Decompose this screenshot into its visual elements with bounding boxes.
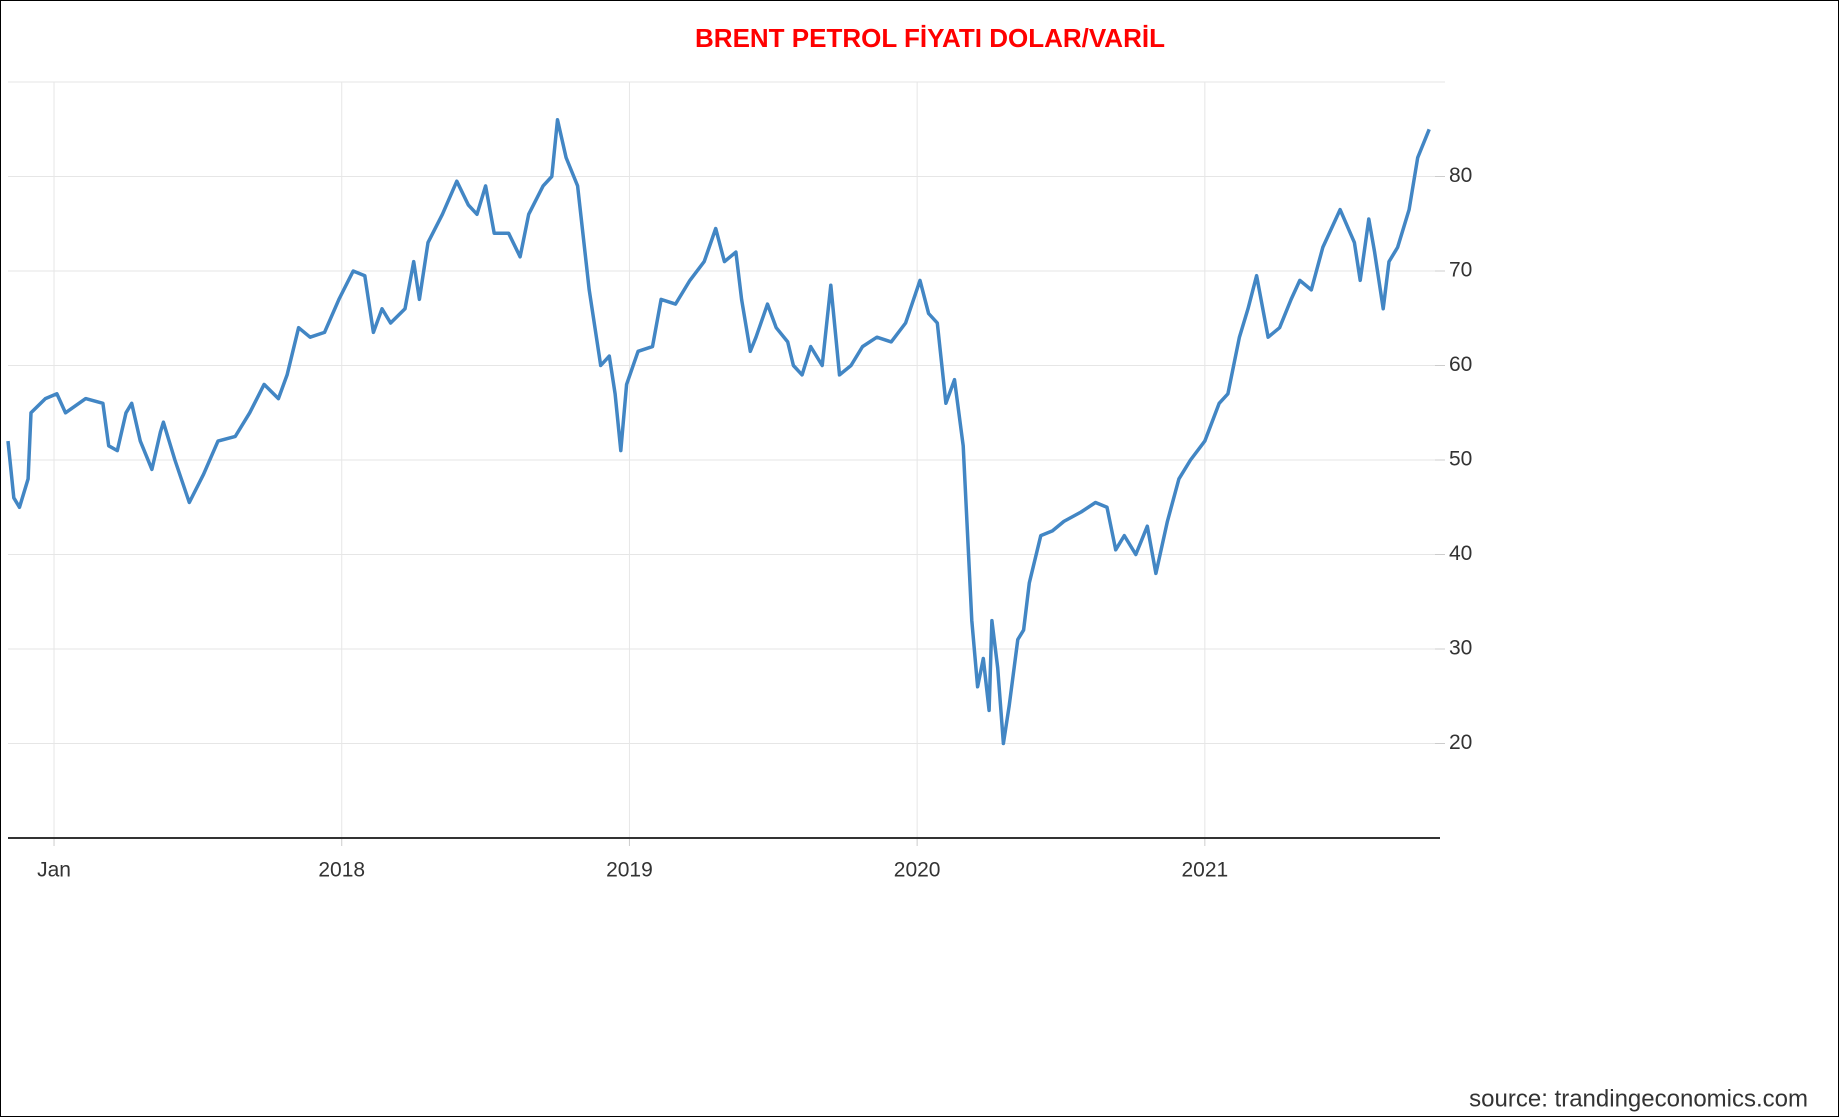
x-tick-label: 2020: [894, 859, 941, 882]
y-tick-label: 60: [1449, 353, 1472, 376]
chart-title: BRENT PETROL FİYATI DOLAR/VARİL: [695, 23, 1165, 53]
y-tick-label: 20: [1449, 731, 1472, 754]
y-tick-label: 30: [1449, 637, 1472, 660]
x-tick-label: 2018: [318, 859, 365, 882]
y-tick-label: 70: [1449, 259, 1472, 282]
y-tick-label: 40: [1449, 542, 1472, 565]
x-tick-label: Jan: [37, 859, 71, 882]
source: source: trandingeconomics.com: [1469, 1085, 1808, 1112]
price-line: [6, 118, 1431, 746]
x-tick-label: 2019: [606, 859, 653, 882]
y-tick-label: 80: [1449, 164, 1472, 187]
x-tick-label: 2021: [1181, 859, 1228, 882]
y-tick-label: 50: [1449, 448, 1472, 471]
